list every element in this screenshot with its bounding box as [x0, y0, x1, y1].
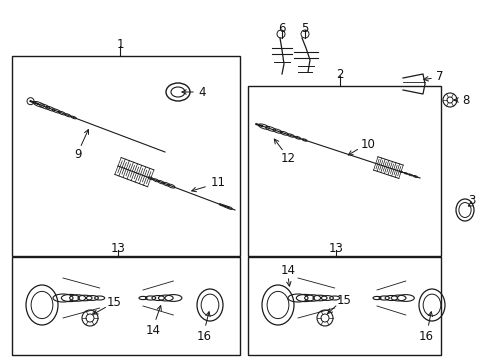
Text: 8: 8 [462, 94, 470, 107]
Text: 16: 16 [418, 329, 434, 342]
Bar [248, 257, 441, 355]
Text: 3: 3 [468, 194, 476, 207]
Text: 11: 11 [211, 176, 225, 189]
Text: 14: 14 [280, 264, 295, 276]
Bar [12, 257, 240, 355]
Text: 6: 6 [278, 22, 286, 35]
Text: 15: 15 [106, 296, 122, 309]
Text: 12: 12 [280, 152, 295, 165]
Text: 9: 9 [74, 148, 82, 161]
Text: 16: 16 [196, 329, 212, 342]
Text: 14: 14 [146, 324, 161, 337]
Text: 15: 15 [337, 293, 351, 306]
Text: 10: 10 [361, 139, 375, 152]
Text: 13: 13 [329, 242, 343, 255]
Bar [248, 86, 441, 256]
Text: 13: 13 [111, 242, 125, 255]
Bar [12, 56, 240, 256]
Text: 1: 1 [116, 37, 124, 50]
Text: 7: 7 [436, 69, 444, 82]
Text: 5: 5 [301, 22, 309, 35]
Text: 2: 2 [336, 68, 344, 81]
Text: 4: 4 [198, 85, 206, 99]
